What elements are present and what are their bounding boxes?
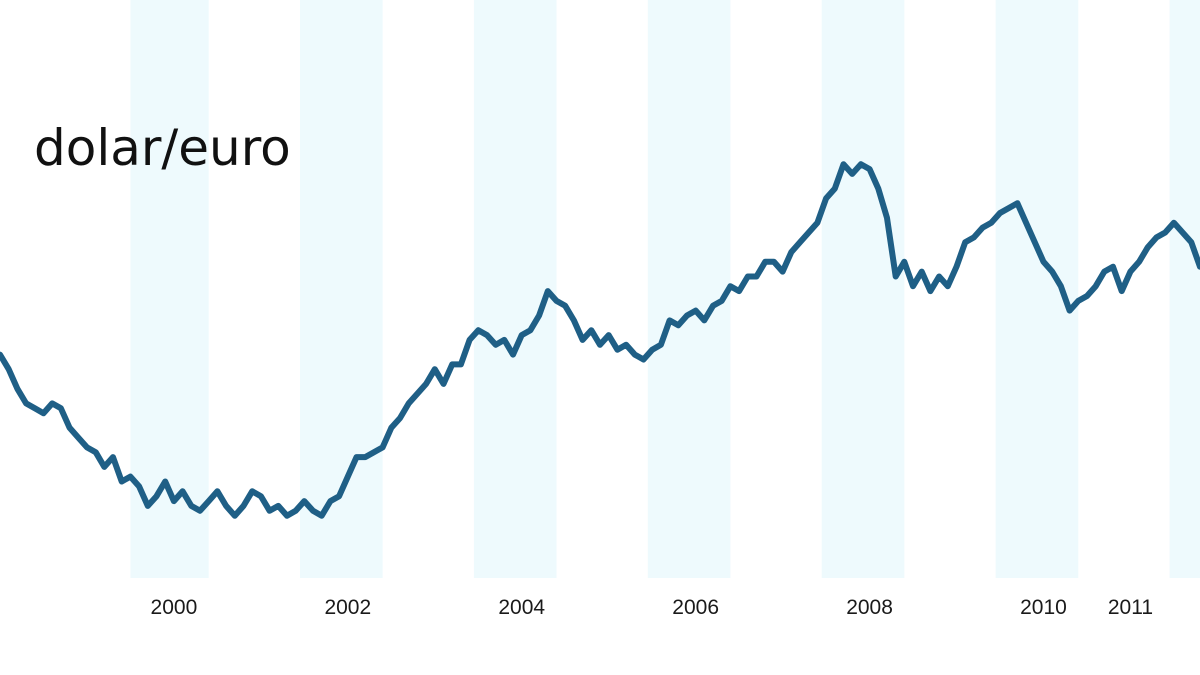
series-layer	[0, 161, 1200, 519]
shaded-band-4	[821, 0, 905, 578]
shaded-bands	[130, 0, 1200, 578]
x-tick-label-2008: 2008	[846, 596, 893, 619]
chart-title: dolar/euro	[34, 119, 291, 177]
shaded-band-6	[1169, 0, 1200, 578]
x-tick-label-2006: 2006	[672, 596, 719, 619]
shaded-band-2	[473, 0, 557, 578]
shaded-band-5	[995, 0, 1079, 578]
shaded-band-3	[647, 0, 731, 578]
x-axis-tick-labels: 2000 2002 2004 2006 2008 2010 2011	[151, 596, 1153, 619]
shaded-band-1	[300, 0, 383, 578]
x-tick-label-2004: 2004	[498, 596, 545, 619]
x-tick-label-2010: 2010	[1020, 596, 1067, 619]
x-tick-label-2011: 2011	[1108, 596, 1153, 619]
shaded-band-0	[130, 0, 209, 578]
x-tick-label-2002: 2002	[324, 596, 371, 619]
series-line-0	[0, 161, 1200, 519]
x-tick-label-2000: 2000	[151, 596, 198, 619]
